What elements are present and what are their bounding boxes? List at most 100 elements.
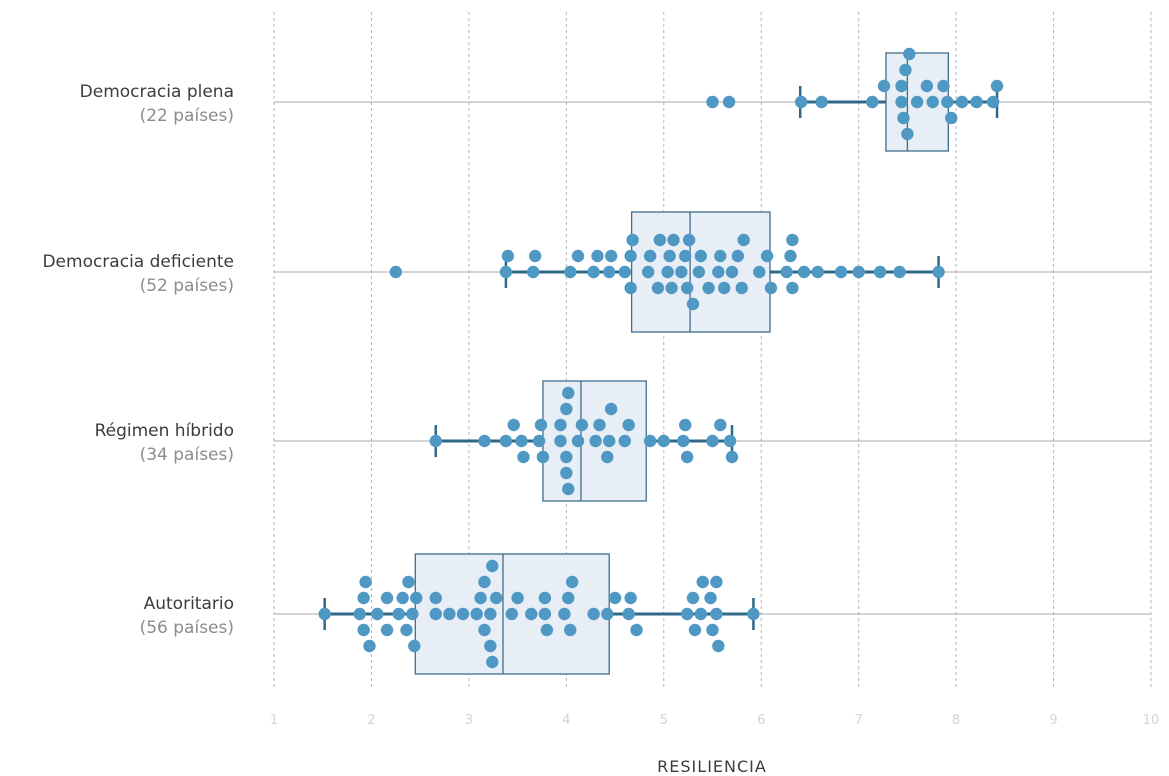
data-point (601, 450, 614, 464)
data-point (489, 591, 503, 605)
data-point (624, 591, 637, 605)
data-point (511, 591, 524, 605)
group-label: Régimen híbrido (95, 421, 234, 441)
data-point (560, 402, 573, 416)
data-point (679, 418, 692, 432)
data-point (784, 249, 797, 263)
data-point (735, 281, 748, 295)
data-point (679, 249, 692, 263)
data-point (657, 434, 670, 448)
data-point (389, 265, 403, 279)
data-point (760, 249, 774, 263)
data-point (937, 79, 950, 93)
data-point (618, 265, 631, 279)
group-2: Régimen híbrido (34 países) (95, 380, 1151, 502)
data-point (429, 591, 442, 605)
data-point (714, 249, 727, 263)
x-tick-label: 2 (367, 713, 375, 728)
data-point (910, 95, 924, 109)
data-point (680, 607, 694, 621)
data-point (873, 265, 887, 279)
data-point (797, 265, 811, 279)
data-point (560, 466, 573, 480)
data-point (626, 233, 639, 247)
data-point (353, 607, 366, 621)
data-point (406, 607, 419, 621)
data-point (603, 265, 616, 279)
data-point (562, 386, 575, 400)
data-point (747, 607, 760, 621)
x-tick-label: 10 (1143, 713, 1160, 728)
group-count-label: (56 países) (140, 618, 234, 638)
data-point (710, 575, 723, 589)
x-axis-label: RESILIENCIA (657, 757, 767, 776)
group-0: Democracia plena (22 países) (80, 47, 1151, 152)
data-point (897, 111, 910, 125)
data-point (811, 265, 824, 279)
data-point (532, 434, 546, 448)
data-point (410, 591, 423, 605)
data-point (694, 249, 708, 263)
data-point (986, 95, 1000, 109)
data-point (429, 607, 442, 621)
data-point (571, 434, 585, 448)
data-point (589, 434, 602, 448)
data-point (478, 575, 491, 589)
data-point (571, 249, 585, 263)
data-point (866, 95, 879, 109)
data-point (706, 95, 719, 109)
data-point (474, 591, 487, 605)
group-3: Autoritario (56 países) (140, 553, 1151, 675)
data-point (677, 434, 690, 448)
data-point (507, 418, 520, 432)
x-tick-label: 1 (270, 713, 278, 728)
data-point (380, 623, 394, 637)
data-point (665, 281, 678, 295)
data-point (731, 249, 745, 263)
x-tick-label: 3 (465, 713, 473, 728)
data-point (926, 95, 939, 109)
data-point (686, 297, 700, 311)
data-point (538, 607, 552, 621)
group-count-label: (22 países) (140, 106, 234, 126)
data-point (780, 265, 793, 279)
data-point (587, 265, 600, 279)
data-point (725, 450, 739, 464)
data-point (901, 127, 914, 141)
data-point (696, 575, 709, 589)
data-point (359, 575, 372, 589)
data-point (815, 95, 828, 109)
data-point (603, 434, 616, 448)
data-point (515, 434, 528, 448)
data-point (706, 623, 719, 637)
data-point (653, 233, 667, 247)
data-point (591, 249, 604, 263)
x-tick-label: 7 (855, 713, 863, 728)
data-point (527, 265, 540, 279)
data-point (725, 265, 739, 279)
data-point (593, 418, 606, 432)
data-point (604, 402, 618, 416)
group-count-label: (52 países) (140, 276, 234, 296)
data-point (895, 95, 908, 109)
data-point (712, 639, 725, 653)
data-point (899, 63, 912, 77)
data-point (737, 233, 750, 247)
data-point (554, 434, 567, 448)
data-point (564, 623, 577, 637)
data-point (536, 450, 550, 464)
data-point (945, 111, 958, 125)
data-point (604, 249, 618, 263)
data-point (484, 607, 497, 621)
data-point (688, 623, 702, 637)
data-point (564, 265, 577, 279)
data-point (499, 434, 513, 448)
data-point (517, 450, 530, 464)
data-point (608, 591, 622, 605)
data-point (970, 95, 983, 109)
data-point (357, 623, 370, 637)
data-point (429, 434, 442, 448)
data-point (392, 607, 405, 621)
data-point (486, 559, 499, 573)
data-point (692, 265, 706, 279)
